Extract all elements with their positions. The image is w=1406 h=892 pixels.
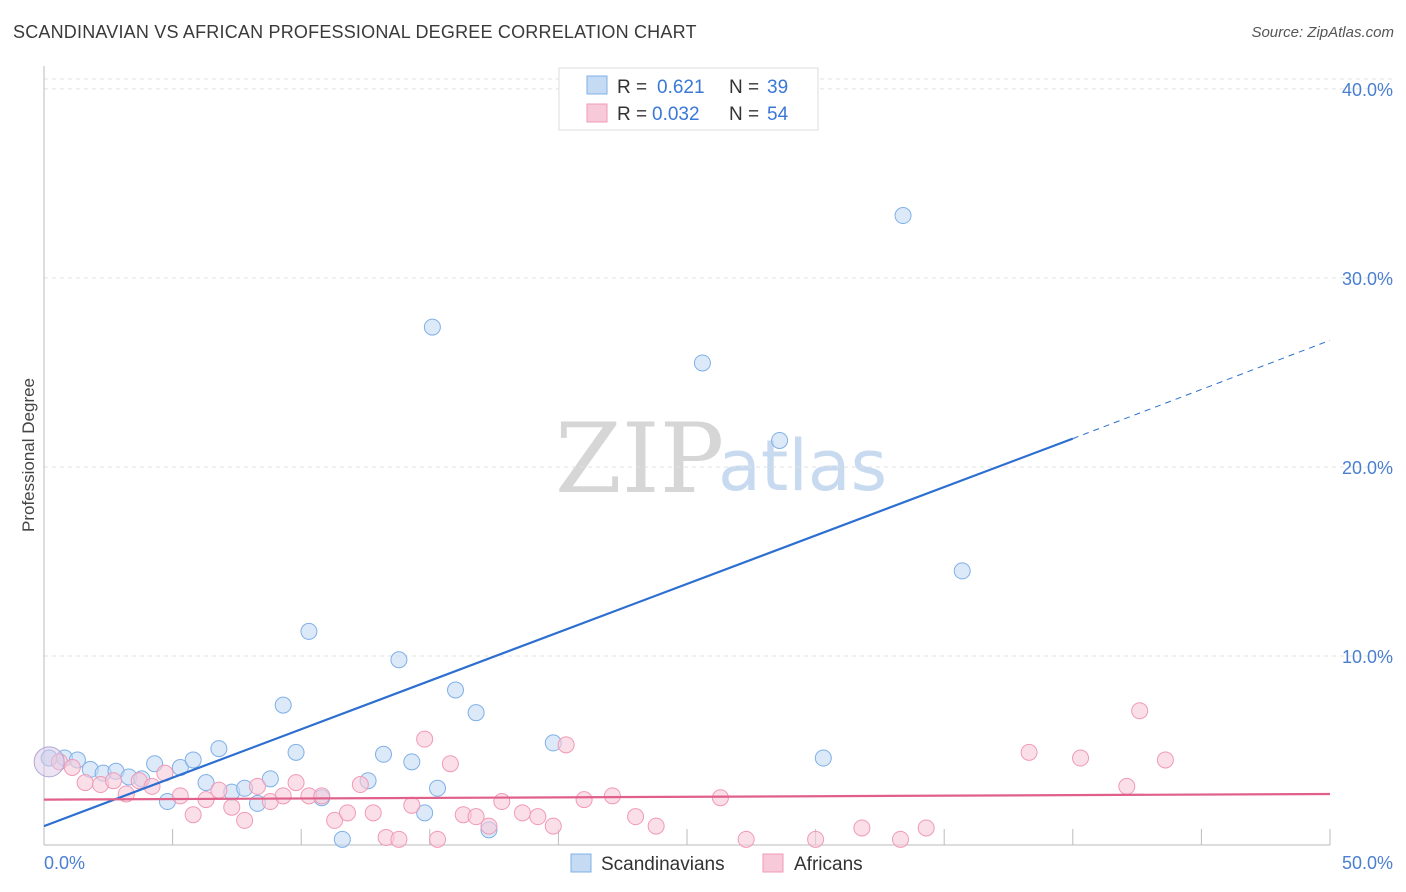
scandinavian-point (894, 207, 912, 225)
scandinavian-trend-line (43, 437, 1074, 828)
scandinavian-point (814, 749, 832, 767)
y-tick-label-10: 10.0% (1342, 647, 1393, 667)
african-point (390, 830, 408, 848)
african-point (63, 759, 81, 776)
scandinavian-point (403, 753, 421, 771)
african-point (287, 774, 305, 792)
african-point (647, 817, 665, 835)
legend-r-value-1: 0.621 (657, 77, 705, 98)
legend-r-value-2: 0.032 (652, 104, 700, 125)
y-tick-label-40: 40.0% (1342, 80, 1393, 100)
african-point (210, 781, 228, 799)
african-point (441, 755, 459, 773)
scandinavian-point (447, 681, 465, 699)
scandinavian-point (467, 704, 485, 722)
african-point (236, 811, 254, 829)
scandinavian-point (287, 743, 305, 761)
trend-lines (43, 339, 1331, 828)
y-axis-title: Professional Degree (19, 378, 38, 532)
african-point (326, 811, 344, 829)
scandinavian-point (429, 779, 447, 797)
african-point (1156, 751, 1174, 769)
african-point (403, 796, 421, 814)
scandinavian-point (197, 774, 215, 792)
scandinavian-point (375, 745, 393, 763)
watermark-atlas: atlas (718, 425, 887, 507)
african-point (575, 791, 593, 809)
series-legend-swatch-scandinavians (570, 853, 592, 873)
scandinavian-point (953, 562, 971, 580)
african-point (1020, 743, 1038, 761)
y-tick-labels: 10.0% 20.0% 30.0% 40.0% (1342, 80, 1393, 667)
legend-n-label-1: N = (729, 77, 759, 98)
scandinavian-point (693, 354, 711, 372)
african-point (480, 817, 498, 835)
chart-title: SCANDINAVIAN VS AFRICAN PROFESSIONAL DEG… (13, 22, 697, 42)
source-label: Source: ZipAtlas.com (1251, 24, 1394, 41)
african-point (737, 830, 755, 848)
african-point (807, 830, 825, 848)
african-point (429, 830, 447, 848)
african-point (853, 819, 871, 837)
african-trend-line (43, 792, 1331, 801)
african-point (248, 777, 266, 795)
african-point (1118, 777, 1136, 795)
legend-swatch-scandinavians (586, 75, 608, 95)
y-tick-label-30: 30.0% (1342, 269, 1393, 289)
scandinavian-point (771, 431, 789, 449)
scandinavian-point (274, 696, 292, 714)
african-point (1131, 702, 1149, 720)
legend-r-label-1: R = (617, 77, 647, 98)
scandinavian-point (390, 651, 408, 669)
scandinavian-point (300, 622, 318, 640)
x-tick-label-max: 50.0% (1342, 853, 1393, 873)
scandinavian-trend-extension (1072, 339, 1331, 440)
stats-legend: R = 0.621 N = 39 R = 0.032 N = 54 (558, 67, 819, 131)
scandinavian-point (261, 770, 279, 788)
african-point (104, 772, 122, 790)
x-tick-label-min: 0.0% (44, 853, 85, 873)
african-point (603, 787, 621, 805)
african-point (416, 730, 434, 748)
scandinavian-point (184, 751, 202, 769)
african-point (891, 830, 909, 848)
african-point (274, 787, 292, 805)
series-legend-label-scandinavians: Scandinavians (601, 854, 725, 875)
grid-lines (44, 78, 1393, 657)
african-point (364, 804, 382, 822)
african-point (1072, 749, 1090, 767)
legend-n-label-2: N = (729, 104, 759, 125)
african-point (313, 787, 331, 805)
african-point (467, 808, 485, 826)
african-point (557, 736, 575, 754)
african-point (351, 776, 369, 794)
scandinavian-point (333, 830, 351, 848)
scandinavian-point (423, 318, 441, 336)
african-point (76, 774, 94, 792)
african-point (223, 798, 241, 816)
scandinavian-point (416, 804, 434, 822)
african-point (171, 787, 189, 805)
legend-n-value-2: 54 (767, 104, 789, 125)
african-point (544, 817, 562, 835)
african-point (917, 819, 935, 837)
series-legend-swatch-africans (762, 853, 784, 873)
legend-n-value-1: 39 (767, 77, 788, 98)
watermark-zip: ZIP (555, 403, 724, 515)
african-point (338, 804, 356, 822)
african-point (627, 808, 645, 826)
cluster-point (33, 746, 65, 778)
series-legend-label-africans: Africans (794, 854, 863, 875)
african-point (529, 808, 547, 826)
legend-r-label-2: R = (617, 104, 647, 125)
legend-swatch-africans (586, 103, 608, 123)
african-point (493, 793, 511, 811)
scandinavian-point (210, 740, 228, 758)
african-point (513, 804, 531, 822)
y-tick-label-20: 20.0% (1342, 458, 1393, 478)
series-legend: Scandinavians Africans (570, 853, 863, 875)
african-point (184, 806, 202, 824)
data-points (33, 207, 1174, 848)
